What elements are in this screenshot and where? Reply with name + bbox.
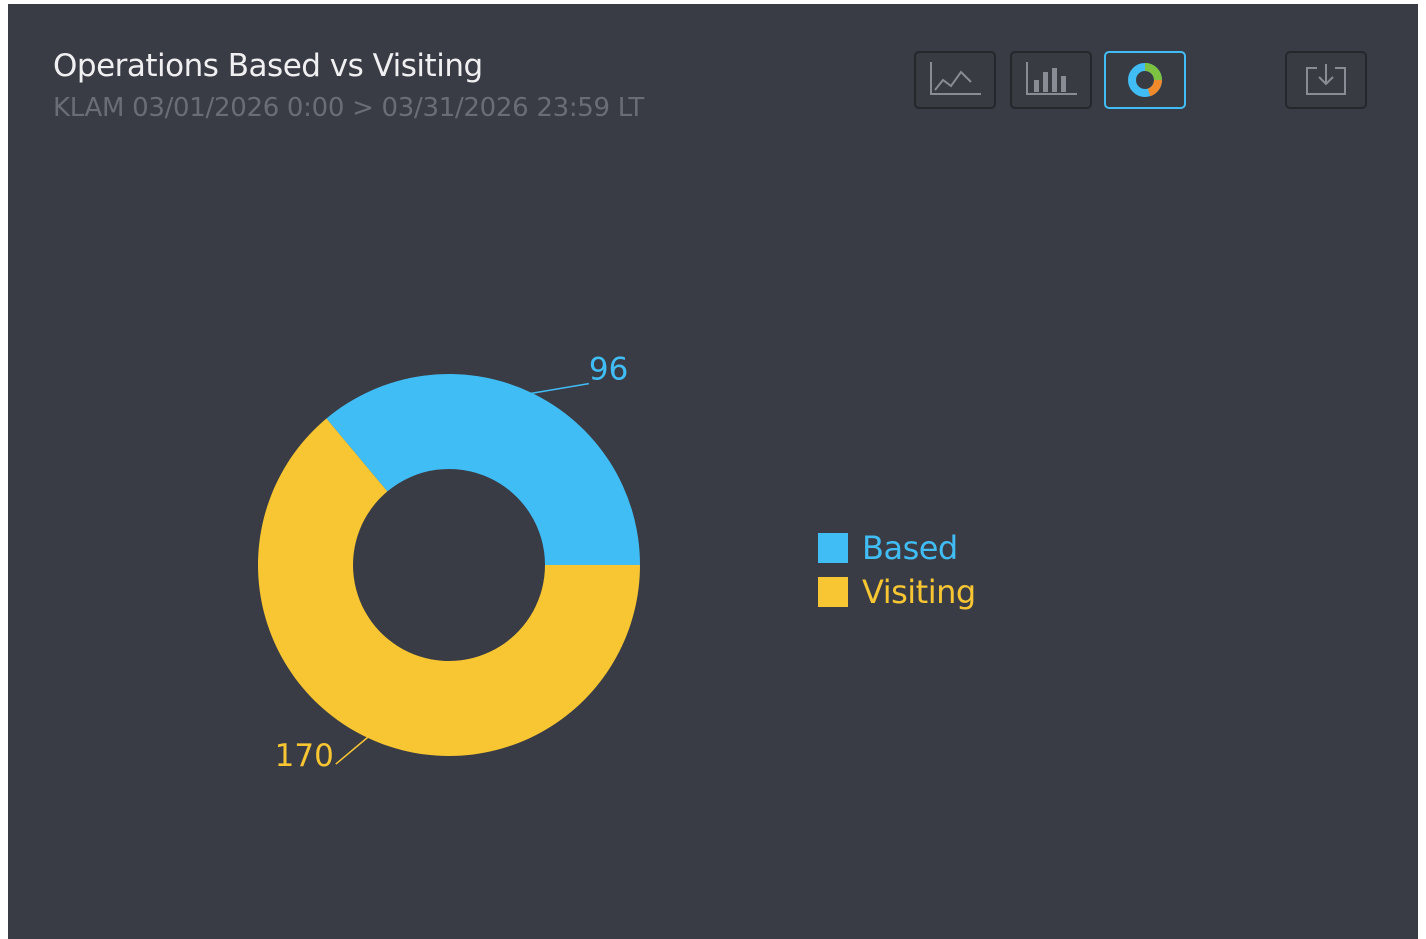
chart-panel: Operations Based vs Visiting KLAM 03/01/… [8,4,1418,939]
donut-chart-button[interactable] [1104,51,1186,109]
legend-swatch-visiting [818,577,848,607]
legend-item-based[interactable]: Based [818,526,976,570]
data-label-visiting: 170 [275,738,334,774]
donut-chart: 96 170 [258,352,640,774]
chart-title: Operations Based vs Visiting [53,48,483,84]
legend-item-visiting[interactable]: Visiting [818,570,976,614]
line-chart-button[interactable] [914,51,996,109]
data-label-based: 96 [589,352,628,388]
download-icon [1301,60,1351,100]
donut-chart-icon [1125,60,1165,100]
bar-chart-button[interactable] [1010,51,1092,109]
donut-slice-visiting[interactable] [258,418,640,756]
legend-label-based: Based [862,529,958,567]
line-chart-icon [927,60,983,100]
bar-chart-icon [1023,60,1079,100]
leader-line-based [528,382,589,395]
legend-label-visiting: Visiting [862,573,976,611]
chart-legend: Based Visiting [818,526,976,614]
donut-slice-based[interactable] [326,374,640,565]
legend-swatch-based [818,533,848,563]
leader-line-visiting [335,735,370,765]
chart-subtitle: KLAM 03/01/2026 0:00 > 03/31/2026 23:59 … [53,93,644,123]
download-button[interactable] [1285,51,1367,109]
